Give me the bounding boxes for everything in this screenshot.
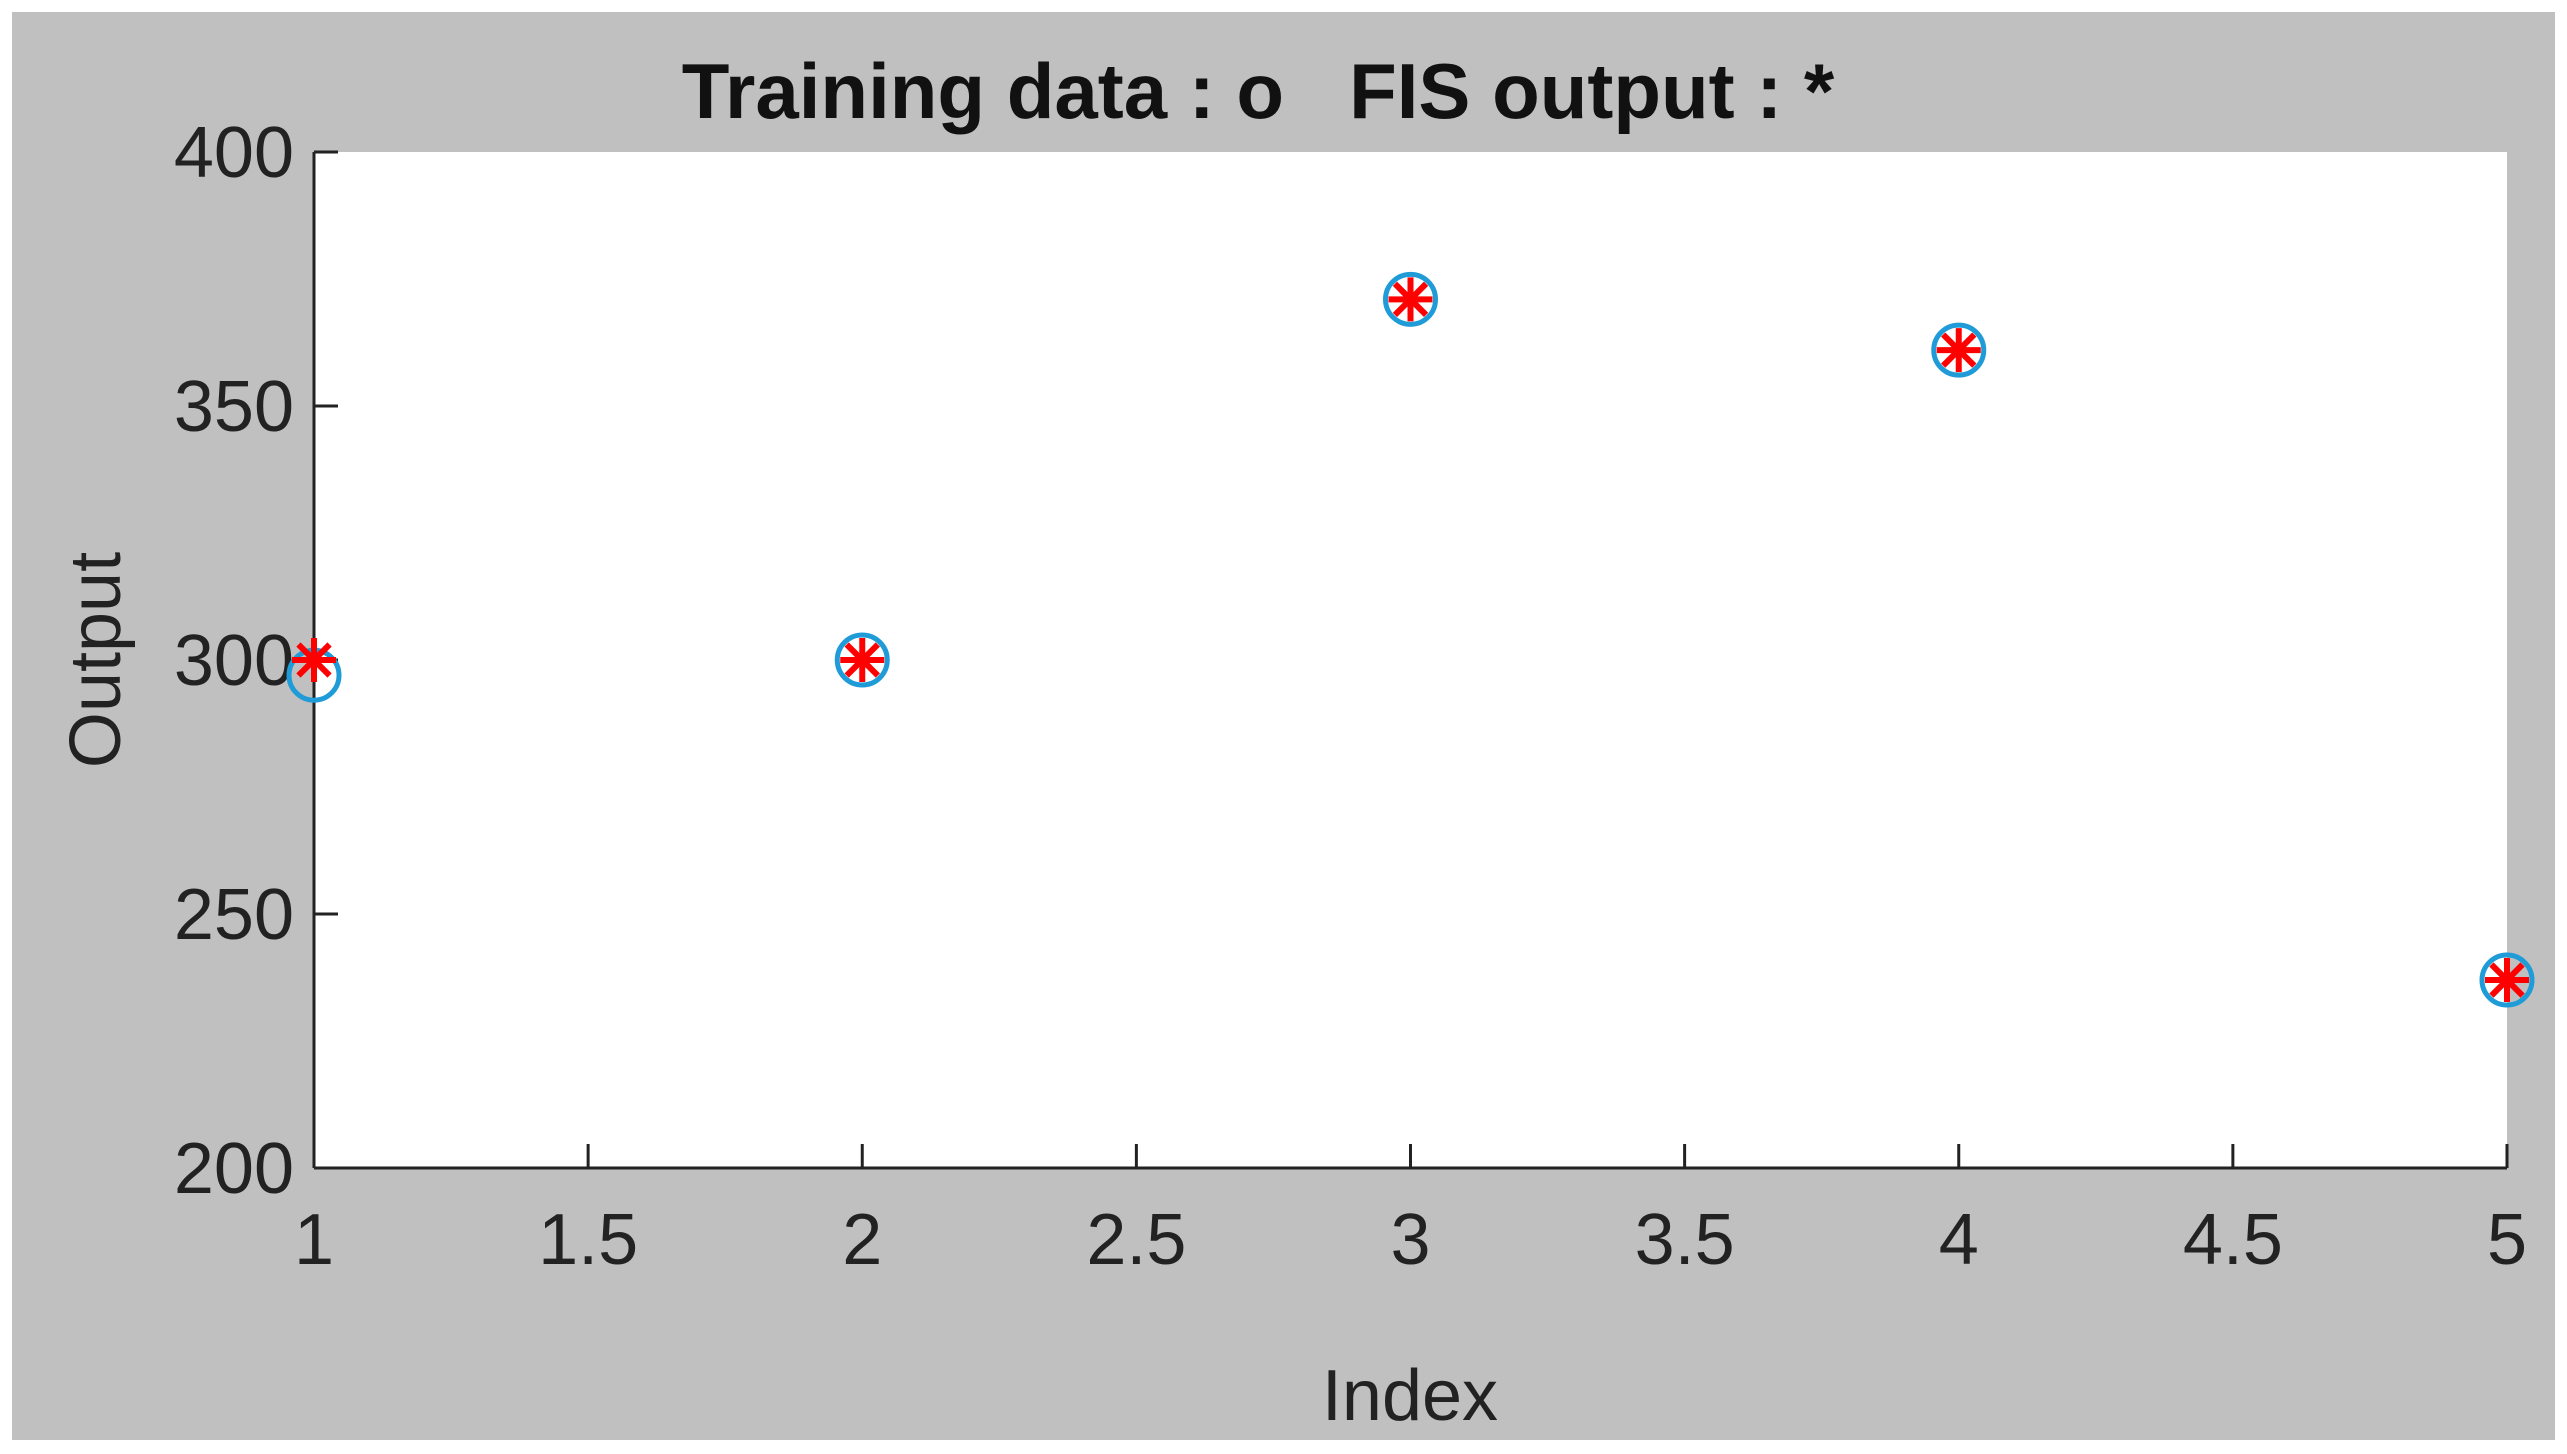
y-tick-label: 400: [174, 113, 294, 193]
x-tick-label: 4.5: [2183, 1200, 2283, 1280]
data-series: [286, 271, 2535, 1008]
y-axis-ticks: 200 250 300 350 400: [174, 113, 338, 1209]
training-data-point: [1931, 322, 1987, 378]
y-tick-label: 250: [174, 875, 294, 955]
fis-output-point: [1388, 277, 1433, 322]
training-data-point: [834, 632, 890, 688]
x-tick-label: 5: [2487, 1200, 2527, 1280]
x-tick-label: 2.5: [1086, 1200, 1186, 1280]
y-tick-label: 300: [174, 621, 294, 701]
fis-output-point: [2485, 958, 2529, 1003]
fis-output-point: [840, 638, 885, 682]
x-tick-label: 4: [1939, 1200, 1979, 1280]
x-tick-label: 1.5: [538, 1200, 638, 1280]
plot-area: [314, 152, 2507, 1168]
training-data-point: [1383, 271, 1438, 327]
y-axis-label: Output: [56, 552, 136, 768]
x-axis-label: Index: [1322, 1356, 1498, 1436]
x-axis-ticks: 1 1.5 2 2.5 3 3.5 4 4.5 5: [294, 1144, 2527, 1280]
x-tick-label: 3: [1390, 1200, 1430, 1280]
y-tick-label: 200: [174, 1129, 294, 1209]
x-tick-label: 2: [842, 1200, 882, 1280]
fis-output-point: [1936, 328, 1981, 373]
y-tick-label: 350: [174, 367, 294, 447]
figure-window: Training data : o FIS output : * 1 1.5 2 2.…: [12, 12, 2555, 1440]
x-tick-label: 3.5: [1635, 1200, 1735, 1280]
x-tick-label: 1: [294, 1200, 334, 1280]
training-data-point: [2479, 952, 2535, 1008]
fis-output-point: [292, 638, 336, 682]
chart-title: Training data : o FIS output : *: [682, 47, 1835, 135]
scatter-chart: Training data : o FIS output : * 1 1.5 2 2.…: [56, 47, 2535, 1436]
